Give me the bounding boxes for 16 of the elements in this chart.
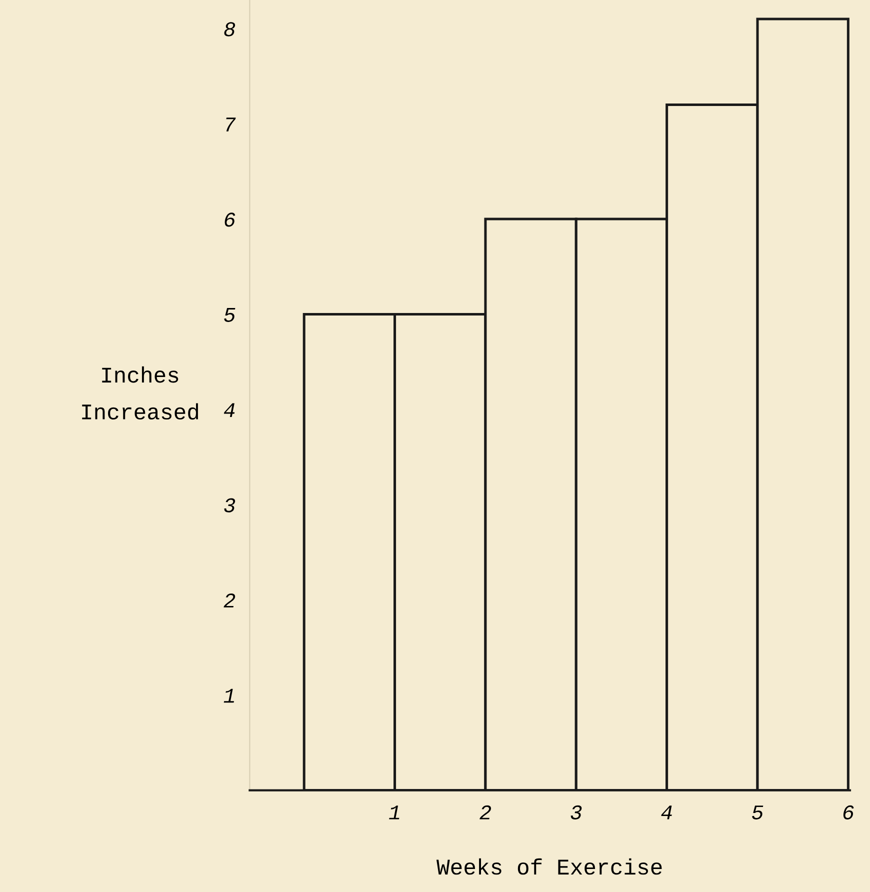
y-tick-label: 6 xyxy=(224,212,236,227)
x-tick-label: 5 xyxy=(752,806,764,820)
y-tick-label: 5 xyxy=(224,308,236,322)
y-tick-label: 7 xyxy=(226,118,236,132)
x-tick-label: 4 xyxy=(661,806,672,820)
y-tick-label: 8 xyxy=(224,22,236,36)
y-tick-label: 2 xyxy=(224,593,236,608)
x-tick-label: 2 xyxy=(480,805,492,820)
y-tick-label: 3 xyxy=(224,498,236,512)
x-tick-label: 6 xyxy=(843,805,854,820)
x-tick-label: 1 xyxy=(389,806,400,820)
y-axis-title: Inches Increased xyxy=(82,366,198,420)
y-tick-label: 1 xyxy=(224,688,234,703)
y-tick-label: 4 xyxy=(224,403,235,417)
x-tick-label: 3 xyxy=(570,805,582,820)
x-axis-title: Weeks of Exercise xyxy=(436,858,662,875)
